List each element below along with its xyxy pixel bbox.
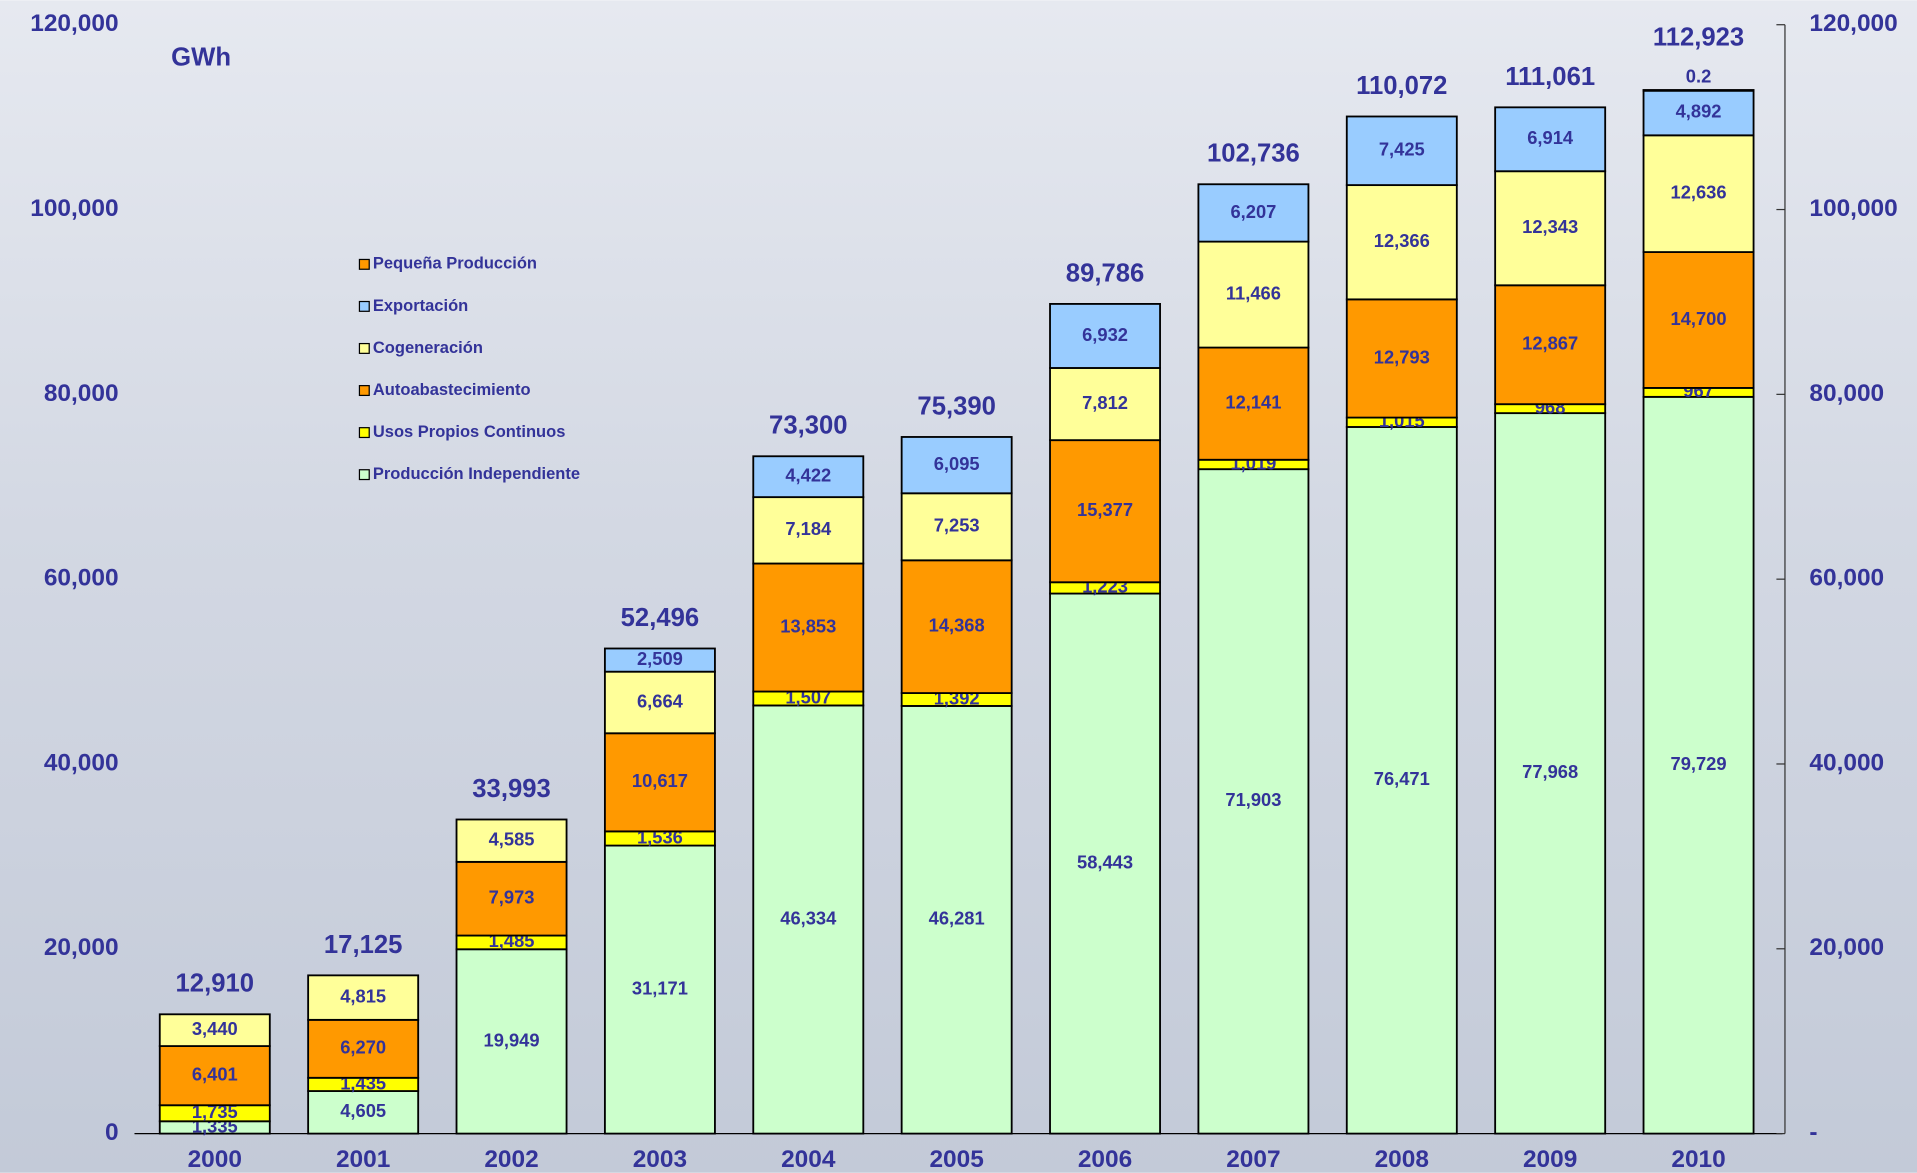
legend-swatch	[359, 386, 369, 396]
data-label: 13,853	[780, 615, 836, 636]
data-label: 14,368	[929, 615, 985, 636]
data-label: 6,664	[637, 690, 684, 711]
data-label: 12,867	[1522, 333, 1578, 354]
data-label: 11,466	[1226, 282, 1281, 303]
data-label: 4,815	[340, 985, 386, 1006]
data-label: 71,903	[1225, 789, 1281, 810]
data-label: 6,932	[1082, 324, 1128, 345]
legend-swatch	[359, 344, 369, 354]
total-label: 89,786	[1066, 259, 1144, 287]
data-label: 6,095	[934, 453, 980, 474]
y2-tick-label: 100,000	[1809, 195, 1897, 222]
y2-tick-label: 20,000	[1809, 934, 1884, 961]
data-label: 7,253	[934, 515, 980, 536]
data-label: 58,443	[1077, 851, 1133, 872]
data-label: 7,973	[489, 887, 535, 908]
x-tick-label: 2007	[1226, 1146, 1280, 1173]
data-label: 0.2	[1686, 66, 1711, 87]
total-label: 12,910	[176, 970, 254, 998]
y-tick-label: 100,000	[30, 195, 118, 222]
data-label: 76,471	[1374, 768, 1430, 789]
data-label: 6,914	[1527, 127, 1574, 148]
total-label: 73,300	[769, 412, 847, 440]
data-label: 6,207	[1230, 201, 1276, 222]
y-unit-label: GWh	[171, 44, 231, 72]
data-label: 15,377	[1077, 499, 1133, 520]
legend-label: Pequeña Producción	[373, 255, 537, 273]
y-tick-label: 80,000	[44, 380, 119, 407]
data-label: 12,636	[1671, 182, 1727, 203]
y-tick-label: 120,000	[30, 10, 118, 37]
x-tick-label: 2005	[929, 1146, 983, 1173]
y2-tick-label: 80,000	[1809, 380, 1884, 407]
total-label: 52,496	[621, 604, 699, 632]
data-label: 31,171	[632, 977, 688, 998]
y-tick-label: 0	[105, 1119, 119, 1146]
legend-label: Producción Independiente	[373, 465, 580, 483]
y2-tick-label: -	[1809, 1119, 1817, 1146]
x-tick-label: 2010	[1671, 1146, 1725, 1173]
data-label: 2,509	[637, 648, 683, 669]
legend-label: Exportación	[373, 297, 468, 315]
x-tick-label: 2004	[781, 1146, 836, 1173]
legend-label: Cogeneración	[373, 339, 483, 357]
legend-swatch	[359, 302, 369, 312]
data-label: 14,700	[1671, 308, 1727, 329]
x-tick-label: 2002	[484, 1146, 538, 1173]
data-label: 4,422	[785, 465, 831, 486]
data-label: 7,425	[1379, 139, 1425, 160]
x-tick-label: 2009	[1523, 1146, 1577, 1173]
legend-label: Usos Propios Continuos	[373, 423, 566, 441]
data-label: 3,440	[192, 1018, 238, 1039]
total-label: 112,923	[1653, 24, 1744, 52]
x-tick-label: 2008	[1375, 1146, 1429, 1173]
data-label: 12,793	[1374, 346, 1430, 367]
x-tick-label: 2001	[336, 1146, 390, 1173]
y-tick-label: 40,000	[44, 749, 119, 776]
legend-label: Autoabastecimiento	[373, 381, 531, 399]
data-label: 7,184	[785, 518, 832, 539]
chart: GWh 0 20,000 40,000 60,000 80,000 100,000 120,…	[0, 0, 1917, 1173]
y2-tick-label: 60,000	[1809, 565, 1884, 592]
data-label: 79,729	[1671, 753, 1727, 774]
legend-swatch	[359, 428, 369, 438]
x-tick-label: 2000	[188, 1146, 242, 1173]
data-label: 4,585	[489, 829, 535, 850]
data-label: 7,812	[1082, 392, 1128, 413]
x-tick-label: 2003	[633, 1146, 687, 1173]
y-tick-label: 20,000	[44, 934, 119, 961]
y2-tick-label: 40,000	[1809, 749, 1884, 776]
data-label: 4,605	[340, 1100, 386, 1121]
legend-swatch	[359, 470, 369, 480]
total-label: 75,390	[917, 392, 995, 420]
total-label: 111,061	[1505, 63, 1595, 91]
data-label: 46,281	[929, 908, 985, 929]
total-label: 110,072	[1356, 72, 1447, 100]
y-tick-label: 60,000	[44, 565, 119, 592]
data-label: 4,892	[1676, 101, 1722, 122]
data-label: 6,270	[340, 1037, 386, 1058]
y2-tick-label: 120,000	[1809, 10, 1897, 37]
data-label: 46,334	[780, 907, 837, 928]
legend-swatch	[359, 259, 369, 269]
data-label: 12,141	[1225, 392, 1281, 413]
bar-segment	[1644, 90, 1754, 91]
data-label: 19,949	[484, 1029, 540, 1050]
data-label: 6,401	[192, 1064, 238, 1085]
data-label: 77,968	[1522, 761, 1578, 782]
total-label: 33,993	[472, 775, 550, 803]
data-label: 12,366	[1374, 230, 1430, 251]
x-tick-label: 2006	[1078, 1146, 1132, 1173]
data-label: 12,343	[1522, 216, 1578, 237]
total-label: 17,125	[324, 931, 402, 959]
data-label: 10,617	[632, 770, 688, 791]
total-label: 102,736	[1207, 140, 1300, 168]
